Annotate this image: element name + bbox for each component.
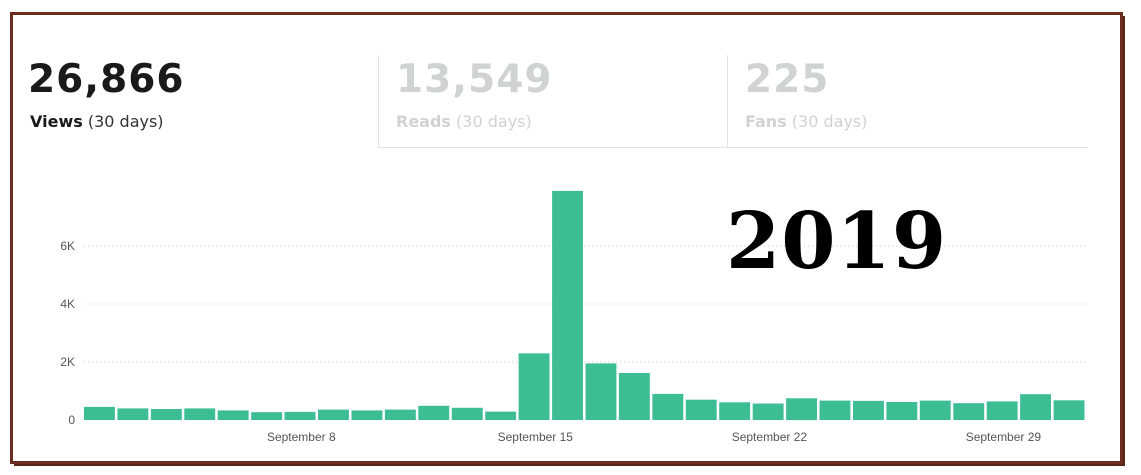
bar[interactable]	[351, 410, 383, 420]
x-tick-label: September 8	[267, 430, 336, 444]
views-period: (30 days)	[87, 112, 164, 131]
bar[interactable]	[84, 406, 115, 420]
fans-label-text: Fans	[745, 112, 787, 131]
bar[interactable]	[284, 411, 316, 420]
tab-reads[interactable]: 13,549 Reads (30 days)	[378, 55, 728, 148]
x-tick-label: September 15	[498, 430, 574, 444]
frame-shadow	[14, 16, 1125, 466]
views-count: 26,866	[28, 57, 185, 102]
bar[interactable]	[184, 408, 216, 420]
y-tick-label: 0	[68, 413, 75, 427]
bar[interactable]	[418, 405, 450, 420]
reads-label: Reads (30 days)	[396, 112, 532, 131]
fans-label: Fans (30 days)	[745, 112, 868, 131]
bar[interactable]	[585, 363, 617, 420]
bar[interactable]	[217, 410, 249, 420]
bar[interactable]	[1053, 400, 1085, 420]
bar[interactable]	[150, 409, 182, 420]
reads-label-text: Reads	[396, 112, 451, 131]
bar[interactable]	[451, 407, 483, 420]
bar[interactable]	[919, 400, 951, 420]
y-tick-label: 4K	[60, 297, 75, 311]
views-label-text: Views	[30, 112, 83, 131]
bar[interactable]	[652, 393, 684, 420]
bar[interactable]	[318, 409, 349, 420]
bar[interactable]	[518, 353, 550, 420]
bar[interactable]	[953, 403, 985, 420]
bar[interactable]	[719, 402, 751, 420]
bar[interactable]	[819, 400, 851, 420]
bar[interactable]	[752, 403, 784, 421]
bar[interactable]	[886, 402, 918, 420]
year-overlay-text: 2019	[726, 196, 948, 287]
stat-tabs: 26,866 Views (30 days) 13,549 Reads (30 …	[28, 55, 1088, 148]
bar[interactable]	[251, 412, 283, 420]
fans-count: 225	[745, 57, 830, 102]
tab-fans[interactable]: 225 Fans (30 days)	[727, 55, 1088, 148]
x-tick-label: September 29	[966, 430, 1042, 444]
tab-views[interactable]: 26,866 Views (30 days)	[28, 55, 378, 147]
y-tick-label: 2K	[60, 355, 75, 369]
bar[interactable]	[1020, 394, 1051, 420]
views-label: Views (30 days)	[30, 112, 164, 131]
fans-period: (30 days)	[791, 112, 868, 131]
bar[interactable]	[786, 398, 817, 421]
bar[interactable]	[685, 399, 717, 420]
bar[interactable]	[485, 411, 517, 420]
bar[interactable]	[117, 408, 149, 420]
bar[interactable]	[384, 409, 416, 420]
bar[interactable]	[853, 400, 884, 420]
reads-count: 13,549	[396, 57, 553, 102]
bar[interactable]	[986, 401, 1018, 420]
bar[interactable]	[618, 373, 650, 420]
reads-period: (30 days)	[456, 112, 532, 131]
y-tick-label: 6K	[60, 239, 75, 253]
x-tick-label: September 22	[732, 430, 808, 444]
bar[interactable]	[552, 190, 583, 420]
